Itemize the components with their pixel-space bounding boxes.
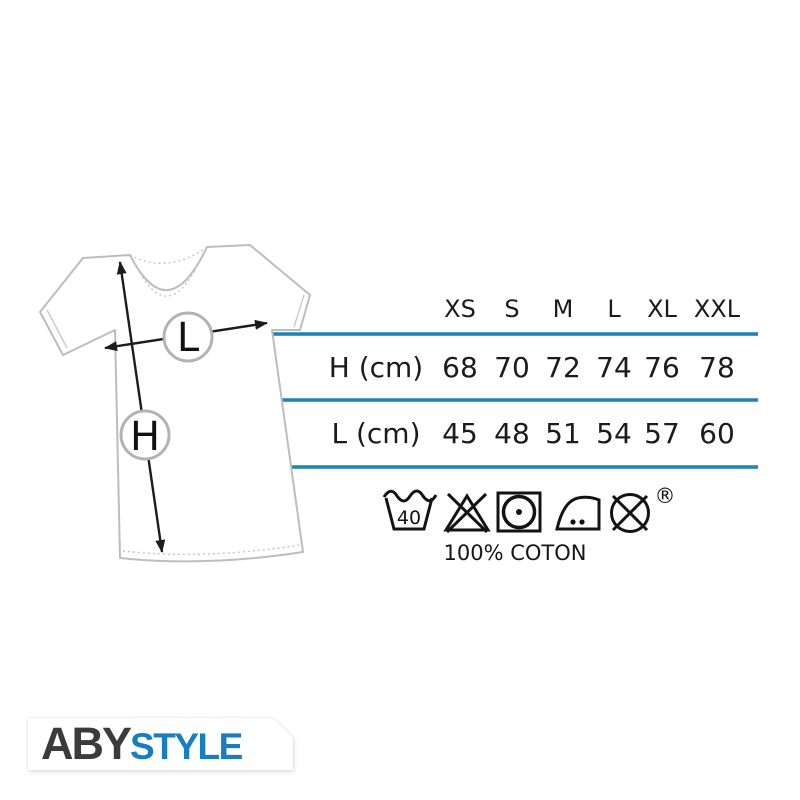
table-value: 60 <box>699 416 735 450</box>
table-row-height: H (cm) 68 70 72 74 76 78 <box>0 341 800 393</box>
row-label: H (cm) <box>328 350 424 384</box>
do-not-bleach-icon <box>443 492 491 534</box>
care-symbols: 40 ® <box>382 484 676 534</box>
table-value: 45 <box>442 416 478 450</box>
fabric-composition: 100% COTON <box>443 541 587 565</box>
brand-logo: ABY STYLE <box>28 718 293 770</box>
iron-icon <box>555 495 601 531</box>
table-value: 78 <box>699 350 735 384</box>
table-value: 51 <box>545 416 581 450</box>
height-arrow <box>116 261 166 553</box>
table-value: 76 <box>644 350 680 384</box>
collar-back-stitch <box>129 246 208 265</box>
size-column-header: XL <box>647 295 677 323</box>
table-value: 54 <box>596 416 632 450</box>
size-column-header: M <box>552 295 574 323</box>
table-divider-middle <box>277 398 758 402</box>
table-divider-top <box>262 332 758 336</box>
height-circle-label: H <box>130 414 160 460</box>
size-header-row: XS S M L XL XXL <box>0 288 800 330</box>
height-circle <box>119 409 171 461</box>
tumble-dry-icon <box>496 491 542 533</box>
right-cuff-stitch <box>293 294 305 328</box>
wash-temperature: 40 <box>397 507 421 529</box>
table-divider-bottom <box>292 465 758 469</box>
table-value: 68 <box>442 350 478 384</box>
tshirt-diagram: L H <box>39 244 311 563</box>
do-not-dry-clean-icon <box>610 493 650 533</box>
size-column-header: XS <box>444 295 476 323</box>
table-value: 48 <box>494 416 530 450</box>
wash-40-icon: 40 <box>382 489 438 531</box>
size-column-header: XXL <box>693 295 741 323</box>
table-value: 72 <box>545 350 581 384</box>
logo-text-style: STYLE <box>130 726 243 767</box>
registered-trademark: ® <box>655 484 676 508</box>
hem-stitch <box>122 544 301 556</box>
length-circle <box>162 311 214 363</box>
size-column-header: L <box>607 295 621 323</box>
length-circle-label: L <box>177 315 200 361</box>
table-value: 70 <box>494 350 530 384</box>
size-column-header: S <box>504 295 520 323</box>
table-value: 74 <box>596 350 632 384</box>
logo-tag: ABY STYLE <box>28 718 293 770</box>
row-label: L (cm) <box>331 416 421 450</box>
table-value: 57 <box>644 416 680 450</box>
table-row-length: L (cm) 45 48 51 54 57 60 <box>0 407 800 459</box>
logo-text-aby: ABY <box>41 718 132 769</box>
left-cuff-stitch <box>46 309 68 349</box>
